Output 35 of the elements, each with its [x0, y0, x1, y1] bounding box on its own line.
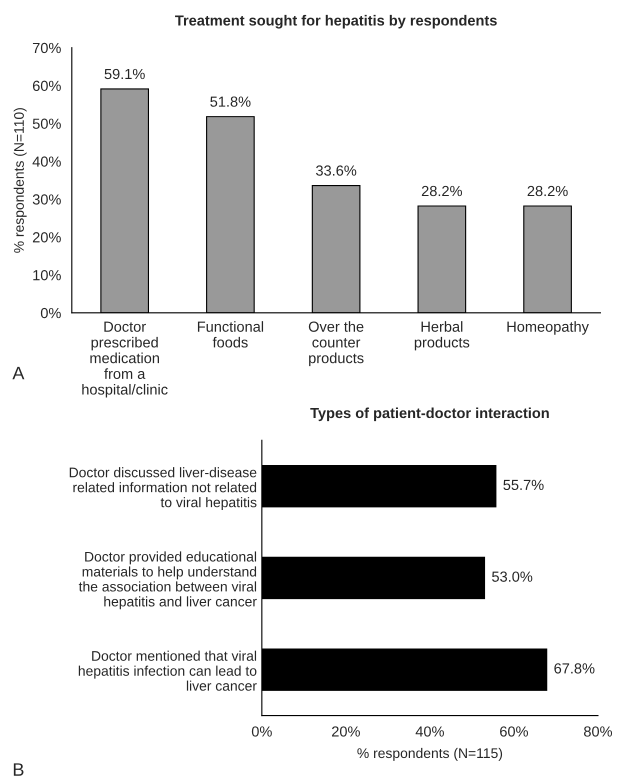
data-label: 28.2% [528, 186, 568, 196]
y-tick-label: 0% [40, 308, 61, 318]
y-tick-label: Doctor mentioned that viral hepatitis infection can lead to liver cancer [78, 650, 257, 691]
x-tick-label: 40% [416, 726, 444, 737]
x-tick-label: 80% [584, 726, 612, 737]
y-tick-label: 20% [32, 232, 61, 242]
x-axis-title: % respondents (N=115) [357, 748, 502, 761]
y-tick-label: Doctor provided educational materials to help understand the association between viral hepatitis and liver cancer [78, 551, 257, 610]
chart-title: Types of patient-doctor interaction [310, 407, 549, 422]
data-label: 51.8% [210, 96, 251, 107]
y-tick-label: 10% [33, 270, 61, 280]
y-tick-label: 60% [32, 80, 61, 91]
y-axis-title: % respondents (N=110) [14, 108, 27, 253]
x-tick-label: 0% [252, 726, 272, 737]
y-tick-label: Doctor discussed liver-disease related information not related to viral hepatitis [70, 467, 256, 510]
data-label: 53.0% [492, 571, 532, 582]
data-label: 59.1% [104, 68, 145, 80]
data-label: 33.6% [316, 165, 356, 176]
x-tick-label: Homeopathy [507, 321, 589, 335]
chart-title: Treatment sought for hepatitis by respondents [175, 14, 497, 29]
text: B [14, 763, 24, 776]
x-tick-label: 60% [500, 726, 528, 737]
data-label: 55.7% [503, 480, 544, 490]
text: A [12, 366, 24, 380]
x-tick-label: Herbal products [414, 321, 470, 350]
data-label: 67.8% [554, 663, 594, 674]
x-tick-label: Functional foods [198, 321, 264, 348]
y-tick-label: 50% [32, 118, 61, 129]
data-label: 28.2% [422, 186, 462, 196]
y-tick-label: 70% [32, 42, 61, 54]
x-tick-label: Doctor prescribed medication from a hospital/clinic [82, 322, 168, 398]
x-tick-label: 20% [332, 726, 360, 737]
y-tick-label: 40% [32, 156, 61, 167]
y-tick-label: 30% [32, 194, 61, 205]
x-tick-label: Over the counter products [308, 321, 364, 366]
